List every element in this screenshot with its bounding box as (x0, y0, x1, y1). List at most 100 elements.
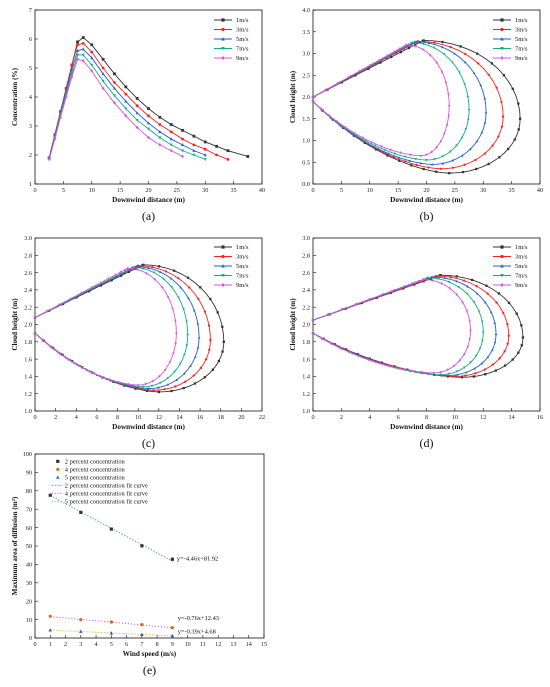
data-point (103, 281, 106, 284)
y-tick-label: 20 (26, 598, 32, 605)
data-point (153, 277, 156, 281)
data-point (483, 368, 486, 371)
data-point (455, 279, 458, 283)
data-point (448, 286, 451, 290)
data-point (81, 58, 85, 63)
data-point (399, 50, 402, 54)
data-point (147, 387, 150, 390)
x-tick-label: 15 (261, 641, 267, 648)
x-tick-label: 14 (509, 414, 515, 421)
data-point (110, 279, 113, 282)
y-tick-label: 2.0 (24, 322, 32, 329)
panel-caption: (e) (143, 663, 156, 677)
data-point (421, 370, 424, 374)
data-point (426, 276, 430, 280)
data-point (99, 281, 102, 285)
data-point (184, 380, 187, 383)
data-point (99, 374, 102, 378)
data-point (405, 43, 408, 47)
data-point (455, 144, 458, 147)
legend-entry-label: 5m/s (515, 36, 528, 43)
data-point (388, 364, 391, 368)
legend-swatch-marker (221, 245, 225, 249)
y-axis-label: Cloud height (m) (289, 70, 297, 123)
data-point (513, 138, 516, 141)
x-axis-label: Downwind distance (m) (390, 196, 463, 204)
x-tick-label: 6 (125, 641, 128, 648)
y-tick-label: 5 (29, 65, 32, 72)
data-point (502, 74, 506, 77)
fit-equation-label: y=-0.39x+4.68 (178, 628, 216, 635)
y-tick-label: 2.8 (302, 253, 310, 260)
data-point (166, 376, 170, 380)
legend-entry-label: 3m/s (515, 27, 528, 34)
data-point (329, 341, 332, 345)
data-point (159, 381, 162, 385)
data-point (124, 107, 128, 111)
data-point (76, 48, 80, 52)
data-point (152, 271, 156, 274)
data-point (226, 157, 230, 161)
y-tick-label: 1.6 (302, 356, 310, 363)
series-line (34, 266, 200, 389)
y-tick-label: 1.0 (24, 408, 32, 415)
y-tick-label: 2.5 (302, 72, 310, 79)
data-point (466, 95, 470, 99)
data-point (413, 283, 416, 286)
x-tick-label: 16 (197, 414, 203, 421)
data-point (209, 338, 212, 342)
x-tick-label: 7 (140, 641, 143, 648)
data-point (439, 139, 443, 143)
data-point (407, 46, 410, 50)
data-point (429, 277, 433, 280)
data-point (413, 40, 417, 43)
data-point (192, 148, 196, 152)
data-point (487, 73, 490, 76)
data-point (182, 387, 185, 390)
data-point (430, 150, 433, 154)
data-point (398, 159, 401, 162)
data-point (453, 52, 456, 55)
data-point (158, 115, 162, 119)
data-point (354, 303, 357, 307)
data-point (147, 135, 150, 140)
data-point (189, 364, 192, 367)
data-point (174, 385, 177, 388)
data-point (403, 155, 407, 159)
y-tick-label: 80 (26, 488, 32, 495)
data-point (481, 339, 484, 342)
data-point (101, 66, 105, 70)
data-point (319, 106, 322, 110)
data-point (363, 141, 366, 144)
y-tick-label: 2.8 (24, 253, 32, 260)
x-tick-label: 12 (156, 414, 162, 421)
y-tick-label: 6 (29, 36, 32, 43)
legend-entry-label: 5 percent concentration fit curve (65, 499, 148, 506)
chart-panel-b: 0 5 10 15 20 25 30 35 40 0.0 0.5 1.0 1.5 2.0 2.5 3.0 3.5… (289, 7, 543, 223)
x-tick-label: 10 (89, 187, 95, 194)
y-tick-label: 1.0 (302, 138, 310, 145)
data-point (57, 303, 61, 307)
legend-entry-label: 5m/s (515, 263, 528, 270)
data-point (119, 270, 122, 274)
fit-equation-label: y=-0.76x+12.43 (178, 615, 219, 622)
data-point (465, 309, 469, 313)
y-axis-label: Maximum area of diffusion (m²) (11, 496, 19, 595)
data-point (127, 270, 130, 274)
data-point (90, 69, 94, 73)
legend-swatch-marker (221, 254, 225, 259)
data-point (185, 343, 189, 347)
data-point (193, 355, 197, 359)
data-point (455, 292, 458, 296)
data-point (364, 139, 367, 143)
y-tick-label: 0.5 (302, 159, 310, 166)
data-point (484, 110, 488, 114)
x-tick-label: 25 (452, 187, 458, 194)
data-point (169, 148, 173, 153)
series-line (312, 274, 524, 378)
x-tick-label: 20 (423, 187, 429, 194)
series-line (34, 265, 211, 391)
x-tick-label: 15 (395, 187, 401, 194)
data-point (392, 50, 396, 54)
x-tick-label: 0 (311, 414, 314, 421)
